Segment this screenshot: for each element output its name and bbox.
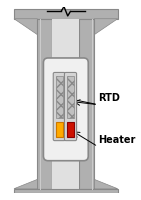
FancyBboxPatch shape <box>67 122 74 137</box>
FancyBboxPatch shape <box>67 76 74 118</box>
FancyBboxPatch shape <box>14 189 118 193</box>
Text: RTD: RTD <box>98 93 120 103</box>
FancyBboxPatch shape <box>56 76 63 118</box>
Text: Heater: Heater <box>98 135 136 145</box>
FancyBboxPatch shape <box>52 19 79 189</box>
Polygon shape <box>94 19 118 35</box>
FancyBboxPatch shape <box>79 19 94 189</box>
FancyBboxPatch shape <box>37 19 52 189</box>
FancyBboxPatch shape <box>53 72 65 141</box>
Polygon shape <box>14 179 37 189</box>
FancyBboxPatch shape <box>56 122 63 137</box>
FancyBboxPatch shape <box>14 9 118 19</box>
FancyBboxPatch shape <box>43 58 88 161</box>
Polygon shape <box>94 179 118 189</box>
Polygon shape <box>14 19 37 35</box>
FancyBboxPatch shape <box>64 72 77 141</box>
